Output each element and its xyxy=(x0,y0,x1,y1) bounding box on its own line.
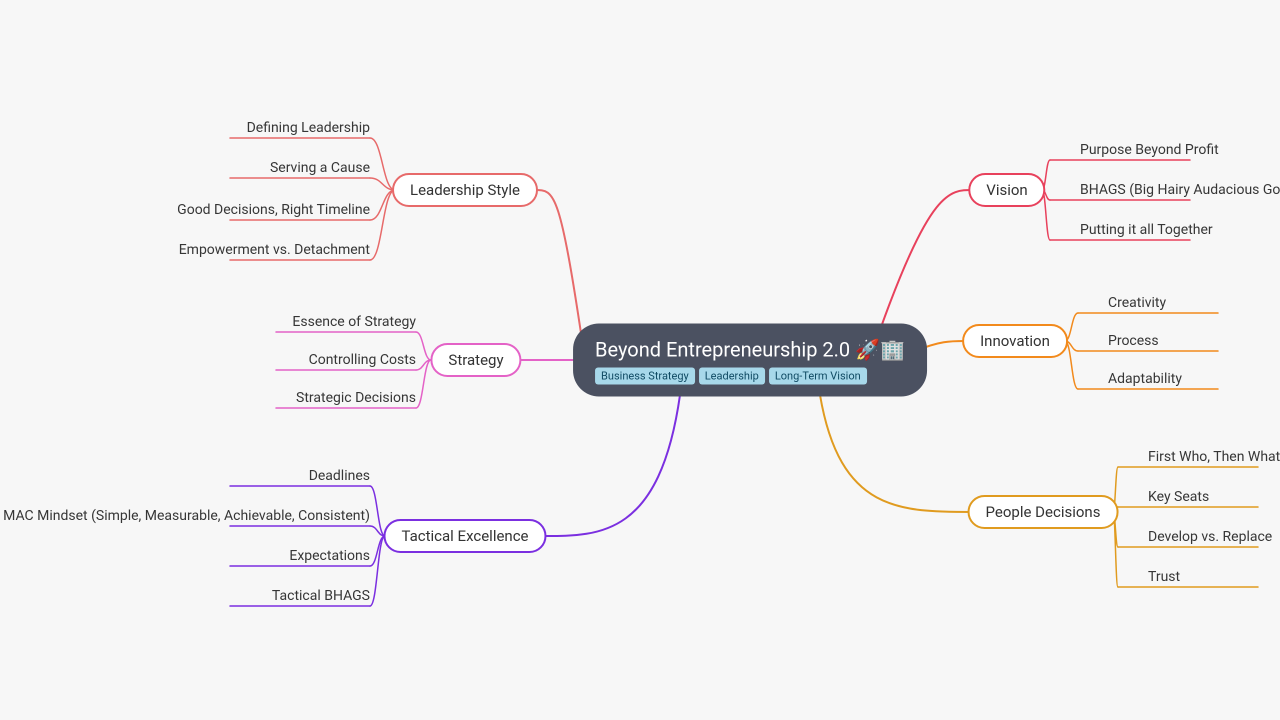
leaf-strategy[interactable]: Strategic Decisions xyxy=(296,390,416,406)
leaf-vision[interactable]: BHAGS (Big Hairy Audacious Goals) xyxy=(1080,182,1280,198)
leaf-people-decisions[interactable]: Develop vs. Replace xyxy=(1148,529,1272,545)
leaf-people-decisions[interactable]: Key Seats xyxy=(1148,489,1209,505)
leaf-tactical-excellence[interactable]: Expectations xyxy=(289,548,370,564)
mindmap-canvas[interactable]: Beyond Entrepreneurship 2.0 🚀🏢 Business … xyxy=(0,0,1280,720)
leaf-vision[interactable]: Putting it all Together xyxy=(1080,222,1213,238)
center-title: Beyond Entrepreneurship 2.0 🚀🏢 xyxy=(595,338,905,362)
leaf-leadership-style[interactable]: Good Decisions, Right Timeline xyxy=(177,202,370,218)
leaf-tactical-excellence[interactable]: MAC Mindset (Simple, Measurable, Achieva… xyxy=(3,508,370,524)
leaf-tactical-excellence[interactable]: Tactical BHAGS xyxy=(272,588,370,604)
leaf-people-decisions[interactable]: First Who, Then What xyxy=(1148,449,1280,465)
leaf-tactical-excellence[interactable]: Deadlines xyxy=(309,468,370,484)
branch-people-decisions[interactable]: People Decisions xyxy=(968,495,1119,529)
leaf-leadership-style[interactable]: Defining Leadership xyxy=(247,120,370,136)
center-tag: Business Strategy xyxy=(595,368,695,385)
leaf-innovation[interactable]: Creativity xyxy=(1108,295,1166,311)
branch-strategy[interactable]: Strategy xyxy=(430,343,521,377)
branch-vision[interactable]: Vision xyxy=(968,173,1045,207)
center-node[interactable]: Beyond Entrepreneurship 2.0 🚀🏢 Business … xyxy=(573,324,927,397)
branch-tactical-excellence[interactable]: Tactical Excellence xyxy=(383,519,546,553)
leaf-leadership-style[interactable]: Serving a Cause xyxy=(270,160,370,176)
leaf-strategy[interactable]: Essence of Strategy xyxy=(292,314,416,330)
leaf-innovation[interactable]: Process xyxy=(1108,333,1159,349)
center-tag: Leadership xyxy=(699,368,765,385)
branch-innovation[interactable]: Innovation xyxy=(962,324,1068,358)
center-tags: Business StrategyLeadershipLong-Term Vis… xyxy=(595,368,905,385)
leaf-innovation[interactable]: Adaptability xyxy=(1108,371,1182,387)
center-tag: Long-Term Vision xyxy=(769,368,867,385)
leaf-vision[interactable]: Purpose Beyond Profit xyxy=(1080,142,1219,158)
branch-leadership-style[interactable]: Leadership Style xyxy=(392,173,538,207)
leaf-strategy[interactable]: Controlling Costs xyxy=(309,352,416,368)
leaf-leadership-style[interactable]: Empowerment vs. Detachment xyxy=(179,242,370,258)
leaf-people-decisions[interactable]: Trust xyxy=(1148,569,1180,585)
